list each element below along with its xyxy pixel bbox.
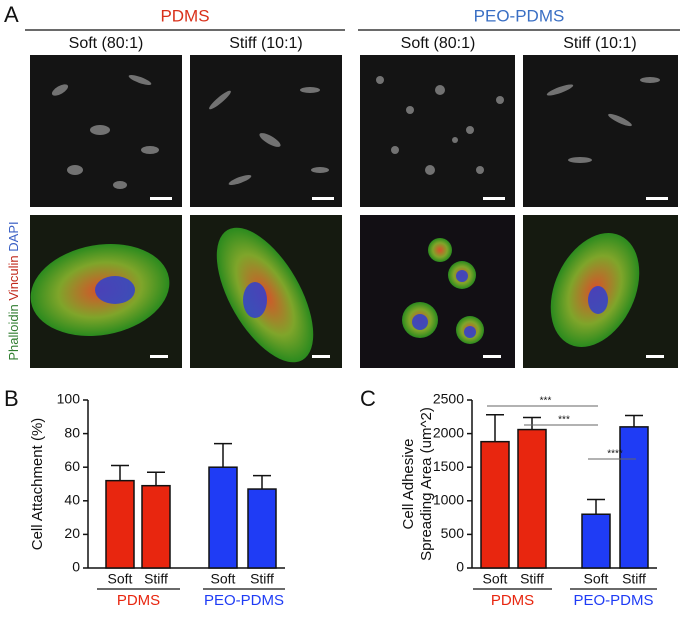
- column-label: Soft (80:1): [69, 35, 144, 52]
- group-label: PEO-PDMS: [573, 592, 653, 609]
- column-label: Stiff (10:1): [563, 35, 637, 52]
- stain-word: Phalloidin: [6, 304, 21, 360]
- significance-label: ****: [607, 449, 623, 460]
- y-tick-label: 100: [57, 391, 81, 407]
- group-label: PDMS: [160, 6, 209, 25]
- stain-word: Vinculin: [6, 255, 21, 300]
- column-label: Stiff (10:1): [229, 35, 303, 52]
- significance-label: ***: [558, 415, 570, 426]
- x-tick-label: Soft: [211, 571, 236, 587]
- bar: [247, 488, 277, 569]
- panel-label: B: [4, 386, 19, 411]
- y-tick-label: 40: [64, 492, 80, 508]
- x-tick-label: Stiff: [144, 571, 168, 587]
- panel-label: C: [360, 386, 376, 411]
- stain-word: DAPI: [6, 221, 21, 251]
- y-tick-label: 2000: [433, 424, 464, 440]
- x-tick-label: Soft: [483, 571, 508, 587]
- bar: [517, 428, 547, 569]
- image: [360, 215, 515, 368]
- significance-label: ***: [540, 396, 552, 407]
- y-axis-label: Spreading Area (um^2): [418, 407, 435, 561]
- panel-label: A: [4, 2, 19, 27]
- micrographs: [30, 55, 678, 368]
- y-tick-label: 20: [64, 525, 80, 541]
- y-tick-label: 0: [72, 559, 80, 575]
- x-tick-label: Stiff: [520, 571, 544, 587]
- x-tick-label: Stiff: [250, 571, 274, 587]
- stain-label: Phalloidin Vinculin DAPI: [6, 221, 21, 360]
- y-tick-label: 500: [441, 525, 465, 541]
- bar: [480, 440, 510, 569]
- y-axis-label: Cell Attachment (%): [29, 418, 46, 551]
- y-tick-label: 80: [64, 424, 80, 440]
- x-tick-label: Soft: [108, 571, 133, 587]
- bar: [619, 426, 649, 569]
- group-label: PDMS: [117, 592, 160, 609]
- y-tick-label: 60: [64, 458, 80, 474]
- bar: [581, 513, 611, 569]
- x-tick-label: Soft: [584, 571, 609, 587]
- y-tick-label: 1500: [433, 458, 464, 474]
- bar: [105, 479, 135, 569]
- cells: [51, 75, 660, 189]
- y-tick-label: 2500: [433, 391, 464, 407]
- group-label: PDMS: [491, 592, 534, 609]
- y-axis-label: Cell Adhesive: [400, 439, 417, 530]
- y-tick-label: 1000: [433, 492, 464, 508]
- column-label: Soft (80:1): [401, 35, 476, 52]
- scale-bars: [150, 197, 668, 358]
- bar: [208, 466, 238, 569]
- x-tick-label: Stiff: [622, 571, 646, 587]
- bar: [141, 484, 171, 569]
- image: [360, 55, 515, 207]
- image: [190, 55, 342, 207]
- y-tick-label: 0: [456, 559, 464, 575]
- group-label: PEO-PDMS: [474, 6, 565, 25]
- group-label: PEO-PDMS: [204, 592, 284, 609]
